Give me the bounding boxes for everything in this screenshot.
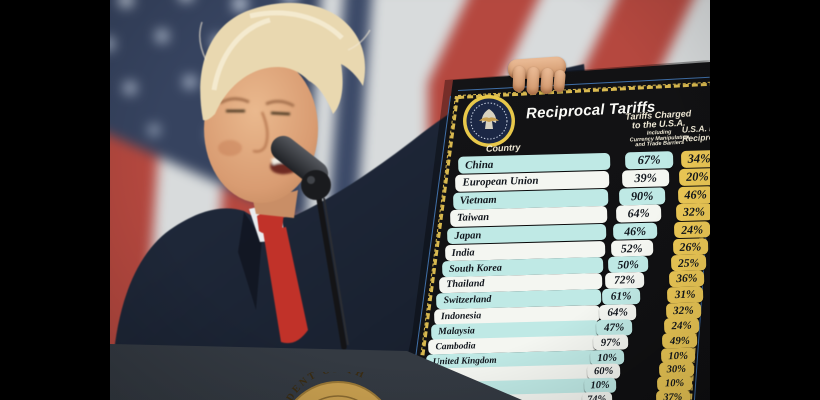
charged-cell: 97% [593,334,629,351]
charged-cell: 67% [624,151,674,170]
discounted-cell: 32% [665,302,702,319]
podium-presidential-seal-icon: DENT OF TH [284,372,382,400]
column-header-country: Country [485,142,521,154]
presidential-seal-icon [463,95,515,147]
discounted-cell: 37% [655,389,691,400]
discounted-cell: 25% [670,254,707,272]
finger [526,66,540,96]
discounted-cell: 26% [672,237,709,255]
charged-cell: 74% [581,391,612,400]
charged-cell: 90% [619,187,666,206]
discounted-cell: 20% [679,168,710,186]
discounted-cell: 46% [677,186,710,204]
discounted-cell: 24% [663,317,700,334]
charged-cell: 39% [622,169,670,188]
charged-cell: 64% [616,204,662,223]
discounted-cell: 36% [669,270,705,288]
charged-cell: 61% [601,288,641,305]
finger [540,67,554,95]
discounted-cell: 49% [662,332,698,349]
discounted-cell: 31% [667,286,703,304]
hair-wisp [198,21,371,61]
finger [512,65,526,93]
charged-cell: 50% [607,255,649,273]
discounted-cell: 32% [675,203,710,222]
column-header-discounted: U.S.A. Dis Reciproca [682,122,710,143]
discounted-cell: 24% [674,220,710,239]
charged-cell: 52% [610,239,653,257]
microphone [270,135,349,350]
charged-cell: 47% [595,319,633,336]
suit-lapel [238,212,262,310]
hair-highlight [211,10,344,91]
charged-cell: 64% [598,303,637,321]
charged-cell: 72% [604,272,645,290]
hair [200,2,366,121]
discounted-cell: 34% [680,150,710,168]
discounted-line-2: Reciproca [681,131,710,144]
photograph: Reciprocal Tariffs Country Tariffs Charg… [110,0,710,400]
necktie [257,209,308,344]
charged-cell: 46% [613,222,657,240]
